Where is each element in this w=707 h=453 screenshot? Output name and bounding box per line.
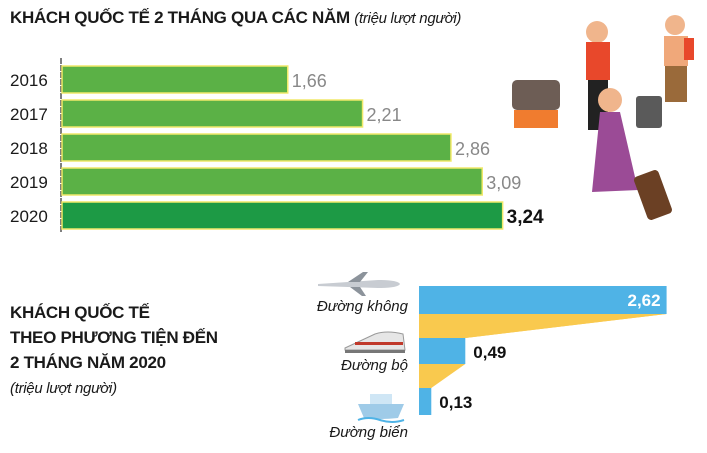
- value-label: 0,49: [473, 343, 506, 362]
- bar-2019: [61, 167, 483, 196]
- title-unit: (triệu lượt người): [354, 10, 462, 27]
- value-label: 2,21: [367, 105, 402, 125]
- connector-band: [419, 364, 466, 388]
- connector-band: [419, 314, 667, 338]
- title-text: KHÁCH QUỐC TẾ 2 THÁNG QUA CÁC NĂM: [10, 8, 350, 27]
- mode-title-line-2: THEO PHƯƠNG TIỆN ĐẾN: [10, 328, 218, 347]
- bar-2018: [61, 133, 452, 162]
- ship-icon: [357, 394, 405, 423]
- value-label: 2,86: [455, 139, 490, 159]
- value-label: 2,62: [627, 291, 660, 310]
- bar-2016: [61, 65, 289, 94]
- mode-title-unit: (triệu lượt người): [10, 380, 117, 397]
- bar-2020: [61, 201, 504, 230]
- year-label: 2020: [10, 207, 48, 226]
- train-icon: [344, 331, 406, 353]
- year-label: 2016: [10, 71, 48, 90]
- chart-title: KHÁCH QUỐC TẾ 2 THÁNG QUA CÁC NĂM (triệu…: [10, 8, 461, 28]
- year-label: 2017: [10, 105, 48, 124]
- value-label: 3,24: [507, 207, 544, 228]
- year-label: 2018: [10, 139, 48, 158]
- bar-0: [419, 286, 667, 314]
- bar-2: [419, 388, 432, 415]
- mode-label: Đường biển: [329, 424, 408, 441]
- value-label: 0,13: [439, 393, 472, 412]
- mode-label: Đường không: [317, 298, 409, 315]
- mode-chart-title: KHÁCH QUỐC TẾ THEO PHƯƠNG TIỆN ĐẾN 2 THÁ…: [10, 300, 218, 401]
- mode-label: Đường bộ: [341, 357, 408, 374]
- airplane-icon: [318, 272, 400, 296]
- mode-title-line-1: KHÁCH QUỐC TẾ: [10, 303, 150, 322]
- mode-title-line-3: 2 THÁNG NĂM 2020: [10, 353, 166, 372]
- bar-2017: [61, 99, 364, 128]
- year-label: 2019: [10, 173, 48, 192]
- value-label: 1,66: [292, 71, 327, 91]
- value-label: 3,09: [486, 173, 521, 193]
- bar-1: [419, 338, 466, 364]
- travelers-illustration: [512, 15, 694, 220]
